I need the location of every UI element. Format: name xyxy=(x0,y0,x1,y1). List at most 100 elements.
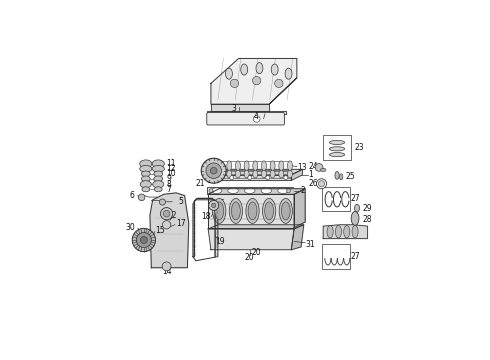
Text: 23: 23 xyxy=(354,143,364,152)
Ellipse shape xyxy=(335,172,339,179)
Circle shape xyxy=(275,79,283,87)
Circle shape xyxy=(212,203,216,208)
Ellipse shape xyxy=(253,170,258,178)
Ellipse shape xyxy=(270,170,275,178)
Circle shape xyxy=(209,189,213,193)
Circle shape xyxy=(132,228,155,252)
Text: 3: 3 xyxy=(231,104,236,113)
Ellipse shape xyxy=(253,161,258,171)
Ellipse shape xyxy=(154,171,163,176)
Polygon shape xyxy=(211,58,297,104)
Ellipse shape xyxy=(228,188,238,193)
Ellipse shape xyxy=(340,174,343,180)
Polygon shape xyxy=(208,175,292,180)
Circle shape xyxy=(209,201,219,210)
Ellipse shape xyxy=(244,170,249,178)
Text: 27: 27 xyxy=(350,252,360,261)
Ellipse shape xyxy=(227,170,232,178)
Ellipse shape xyxy=(279,170,284,178)
Polygon shape xyxy=(207,111,286,114)
Ellipse shape xyxy=(329,153,344,157)
Ellipse shape xyxy=(271,64,278,75)
Circle shape xyxy=(266,176,270,180)
Text: 11: 11 xyxy=(167,159,176,168)
Ellipse shape xyxy=(154,176,163,181)
Circle shape xyxy=(159,199,166,205)
Ellipse shape xyxy=(285,68,292,79)
Ellipse shape xyxy=(279,161,284,171)
Ellipse shape xyxy=(343,225,350,238)
Text: 12: 12 xyxy=(167,164,176,173)
Circle shape xyxy=(284,176,288,180)
Text: 28: 28 xyxy=(363,215,372,224)
Bar xyxy=(323,135,351,159)
Circle shape xyxy=(201,158,226,183)
Text: 9: 9 xyxy=(167,174,172,183)
Ellipse shape xyxy=(245,188,255,193)
Text: 15: 15 xyxy=(155,226,165,235)
Text: 6: 6 xyxy=(130,192,135,201)
Ellipse shape xyxy=(227,161,232,171)
Ellipse shape xyxy=(213,198,226,223)
Ellipse shape xyxy=(215,202,223,220)
Text: 27: 27 xyxy=(350,194,360,203)
Ellipse shape xyxy=(278,188,288,193)
Circle shape xyxy=(161,208,172,220)
Ellipse shape xyxy=(225,68,232,79)
Text: 5: 5 xyxy=(178,197,183,206)
Circle shape xyxy=(287,189,291,193)
Text: 16: 16 xyxy=(215,199,224,208)
FancyBboxPatch shape xyxy=(207,112,284,125)
Circle shape xyxy=(163,210,170,217)
Text: 14: 14 xyxy=(162,267,171,276)
Ellipse shape xyxy=(262,161,267,171)
Ellipse shape xyxy=(262,170,267,178)
Circle shape xyxy=(230,176,234,180)
Ellipse shape xyxy=(263,198,276,223)
Text: 24: 24 xyxy=(309,162,318,171)
Circle shape xyxy=(253,116,260,122)
Polygon shape xyxy=(208,189,305,194)
Circle shape xyxy=(252,76,261,85)
Ellipse shape xyxy=(152,166,164,172)
Text: 2: 2 xyxy=(300,186,305,195)
Polygon shape xyxy=(292,169,302,180)
Text: 18: 18 xyxy=(201,212,210,221)
Text: 21: 21 xyxy=(196,179,205,188)
Text: 26: 26 xyxy=(309,179,318,188)
Ellipse shape xyxy=(140,166,152,172)
Circle shape xyxy=(248,176,252,180)
Ellipse shape xyxy=(270,161,275,171)
Circle shape xyxy=(212,176,216,180)
Ellipse shape xyxy=(141,171,150,176)
Ellipse shape xyxy=(140,160,152,168)
Circle shape xyxy=(138,194,145,201)
Polygon shape xyxy=(269,78,297,104)
Text: 4: 4 xyxy=(253,112,258,121)
Ellipse shape xyxy=(236,170,241,178)
Circle shape xyxy=(317,179,326,189)
Text: 19: 19 xyxy=(215,237,224,246)
Polygon shape xyxy=(323,225,368,239)
Text: 29: 29 xyxy=(363,204,372,213)
Bar xyxy=(322,244,349,269)
Ellipse shape xyxy=(256,63,263,74)
Ellipse shape xyxy=(327,225,333,238)
Text: 13: 13 xyxy=(297,163,307,172)
Ellipse shape xyxy=(355,204,360,212)
Ellipse shape xyxy=(335,225,342,238)
Text: 20: 20 xyxy=(252,248,262,257)
Circle shape xyxy=(315,163,323,171)
Circle shape xyxy=(206,163,221,179)
Ellipse shape xyxy=(140,181,151,188)
Polygon shape xyxy=(208,194,294,228)
Ellipse shape xyxy=(288,161,293,171)
Ellipse shape xyxy=(288,170,293,178)
Ellipse shape xyxy=(236,161,241,171)
Ellipse shape xyxy=(352,225,358,238)
Polygon shape xyxy=(211,104,269,111)
Polygon shape xyxy=(292,225,304,250)
Ellipse shape xyxy=(246,198,259,223)
Circle shape xyxy=(318,181,324,187)
Text: 7: 7 xyxy=(167,185,172,194)
